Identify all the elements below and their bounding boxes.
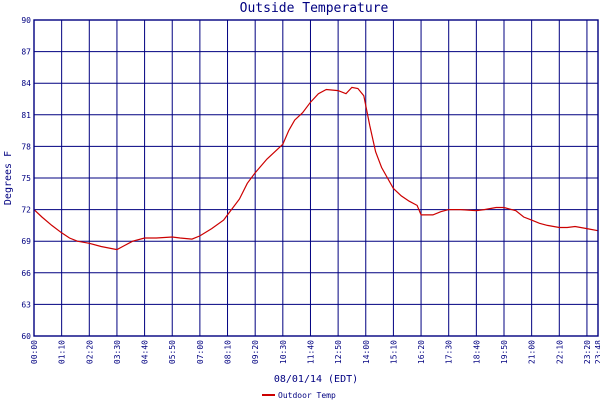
x-tick-label: 15:10 <box>389 340 398 364</box>
x-tick-label: 22:10 <box>555 340 564 364</box>
y-tick-label: 87 <box>21 48 31 57</box>
x-tick-label: 01:10 <box>58 340 67 364</box>
series-line-outdoor-temp <box>33 86 599 251</box>
y-tick-label: 66 <box>21 269 31 278</box>
chart-title: Outside Temperature <box>240 1 389 16</box>
x-tick-label: 17:30 <box>445 340 454 364</box>
x-tick-label: 16:20 <box>417 340 426 364</box>
x-tick-label: 03:30 <box>113 340 122 364</box>
x-tick-label: 10:30 <box>279 340 288 364</box>
y-axis-label: Degrees F <box>3 151 14 205</box>
y-gridlines <box>34 19 598 337</box>
y-tick-label: 63 <box>21 300 31 309</box>
x-tick-label: 07:00 <box>196 340 205 364</box>
x-tick-label: 02:20 <box>85 340 94 364</box>
x-tick-label: 04:40 <box>141 340 150 364</box>
x-tick-label: 12:50 <box>334 340 343 364</box>
x-tick-labels: 00:00 01:10 02:20 03:30 04:40 05:50 07:00 08:10… <box>30 340 600 364</box>
y-tick-labels: 60 63 66 69 72 75 78 81 84 87 90 <box>21 16 31 341</box>
x-tick-label: 14:00 <box>362 340 371 364</box>
y-tick-label: 69 <box>21 237 31 246</box>
y-tick-label: 72 <box>21 206 31 215</box>
x-tick-label: 11:40 <box>306 340 315 364</box>
x-tick-label: 05:50 <box>168 340 177 364</box>
x-tick-label: 21:00 <box>528 340 537 364</box>
y-tick-label: 84 <box>21 79 31 88</box>
y-tick-label: 90 <box>21 16 31 25</box>
y-tick-label: 60 <box>21 332 31 341</box>
x-tick-label: 00:00 <box>30 340 39 364</box>
x-tick-label: 23:20 <box>583 340 592 364</box>
plot-border <box>33 19 599 337</box>
x-tick-label: 08:10 <box>224 340 233 364</box>
x-tick-label: 09:20 <box>251 340 260 364</box>
y-tick-label: 78 <box>21 142 31 151</box>
x-axis-label: 08/01/14 (EDT) <box>274 374 358 385</box>
legend: Outdoor Temp <box>262 391 336 400</box>
x-tick-label: 19:50 <box>500 340 509 364</box>
legend-label: Outdoor Temp <box>278 391 336 400</box>
y-tick-label: 75 <box>21 174 31 183</box>
y-tick-label: 81 <box>21 111 31 120</box>
x-tick-label: 23:48 <box>594 340 600 364</box>
x-tick-label: 18:40 <box>472 340 481 364</box>
